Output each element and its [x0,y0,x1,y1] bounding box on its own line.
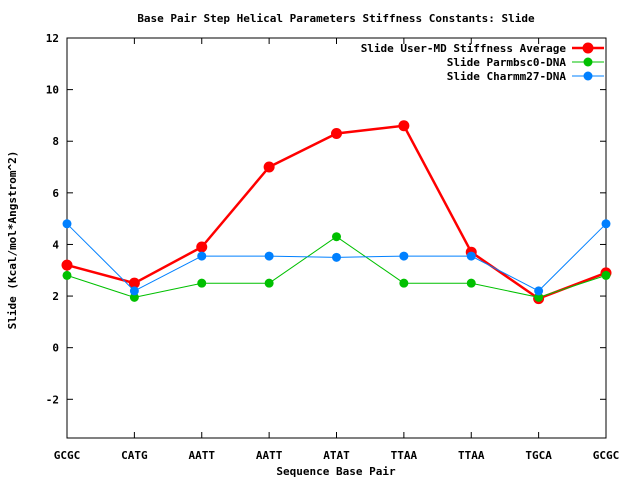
x-tick-label: TTAA [391,449,418,462]
x-tick-label: AATT [256,449,283,462]
data-point [62,219,72,229]
data-point [399,278,409,288]
y-tick-label: 10 [46,84,59,97]
x-axis-label: Sequence Base Pair [276,465,396,478]
data-point [399,251,409,261]
legend-marker [583,71,593,81]
x-axis: GCGC CATG AATT AATT ATAT TTAA TTAA TGCA GCGC [54,38,620,462]
data-point [61,259,73,271]
x-tick-label: CATG [121,449,148,462]
data-point [264,251,274,261]
legend-marker [582,42,594,54]
x-tick-label: GCGC [54,449,81,462]
data-point [534,292,544,302]
data-point [197,251,207,261]
data-point [129,286,139,296]
x-tick-label: TTAA [458,449,485,462]
y-tick-label: -2 [46,393,59,406]
legend-label: Slide User-MD Stiffness Average [361,42,567,55]
series-line [66,124,607,300]
data-point [398,120,410,132]
data-point [601,270,611,280]
legend-label: Slide Parmbsc0-DNA [447,56,567,69]
series-1 [61,120,612,305]
data-point [332,232,341,242]
chart-title: Base Pair Step Helical Parameters Stiffn… [137,12,535,25]
x-tick-label: GCGC [593,449,620,462]
y-tick-label: 4 [52,238,59,251]
data-point [601,219,611,229]
data-point [332,252,341,262]
data-point [62,270,72,280]
x-tick-label: AATT [189,449,216,462]
y-tick-label: 0 [52,342,59,355]
y-tick-label: 2 [52,290,59,303]
data-point [466,278,476,288]
data-point [263,161,275,173]
y-tick-label: 12 [46,32,59,45]
y-axis: -2 0 2 4 6 8 10 12 [46,32,606,406]
data-point [196,241,208,253]
data-point [466,251,476,261]
x-tick-label: TGCA [525,449,552,462]
data-point [264,278,274,288]
data-point [129,292,139,302]
y-tick-label: 6 [52,187,59,200]
y-axis-label: Slide (Kcal/mol*Angstrom^2) [6,151,19,330]
series-3 [62,219,611,296]
series-layer [61,120,612,305]
legend-marker [583,57,593,67]
data-point [331,127,342,139]
x-tick-label: ATAT [323,449,350,462]
series-2 [62,232,611,302]
y-tick-label: 8 [52,135,59,148]
data-point [197,278,207,288]
data-point [128,277,140,289]
data-point [534,286,544,296]
legend-label: Slide Charmm27-DNA [447,70,567,83]
